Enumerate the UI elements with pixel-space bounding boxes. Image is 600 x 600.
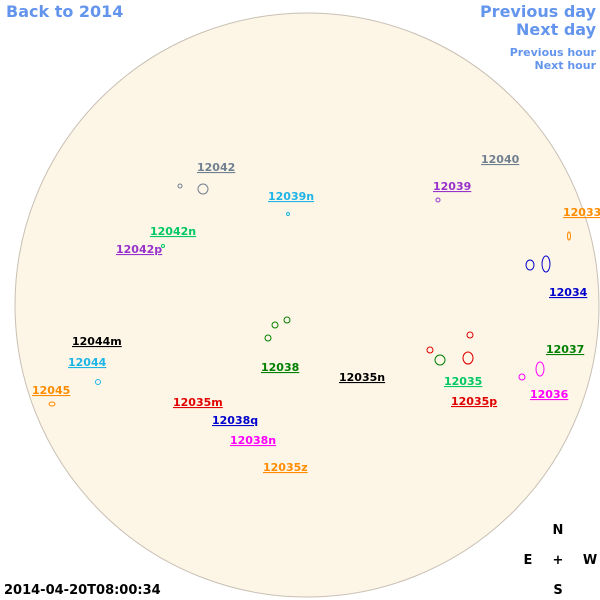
region-label[interactable]: 12044	[68, 356, 107, 369]
region-label[interactable]: 12039n	[268, 190, 314, 203]
previous-day-link[interactable]: Previous day	[480, 2, 597, 21]
sunspots	[48, 183, 571, 407]
region-label[interactable]: 12038q	[212, 414, 258, 427]
region-label[interactable]: 12038n	[230, 434, 276, 447]
next-day-link[interactable]: Next day	[516, 20, 597, 39]
timestamp: 2014-04-20T08:00:34	[4, 583, 161, 598]
region-label[interactable]: 12033	[563, 206, 600, 219]
compass-south: S	[553, 583, 562, 598]
compass-center: +	[553, 553, 564, 568]
region-label[interactable]: 12040	[481, 153, 520, 166]
region-label[interactable]: 12034	[549, 286, 588, 299]
solar-disk	[14, 12, 600, 598]
region-label[interactable]: 12042p	[116, 243, 162, 256]
back-link[interactable]: Back to 2014	[6, 2, 123, 21]
region-label[interactable]: 12039	[433, 180, 471, 193]
region-label[interactable]: 12036	[530, 388, 569, 401]
region-label[interactable]: 12035z	[263, 461, 308, 474]
compass-west: W	[583, 553, 597, 568]
region-label[interactable]: 12042n	[150, 225, 196, 238]
previous-hour-link[interactable]: Previous hour	[510, 46, 597, 59]
region-label[interactable]: 12042	[197, 161, 235, 174]
region-label[interactable]: 12044m	[72, 335, 122, 348]
region-label[interactable]: 12035p	[451, 395, 497, 408]
region-label[interactable]: 12037	[546, 343, 584, 356]
region-label[interactable]: 12038	[261, 361, 299, 374]
next-hour-link[interactable]: Next hour	[535, 59, 597, 72]
compass-north: N	[553, 523, 564, 538]
region-label[interactable]: 12035n	[339, 371, 385, 384]
compass-east: E	[524, 553, 533, 568]
region-label[interactable]: 12035m	[173, 396, 223, 409]
region-label[interactable]: 12035	[444, 375, 482, 388]
region-label[interactable]: 12045	[32, 384, 70, 397]
